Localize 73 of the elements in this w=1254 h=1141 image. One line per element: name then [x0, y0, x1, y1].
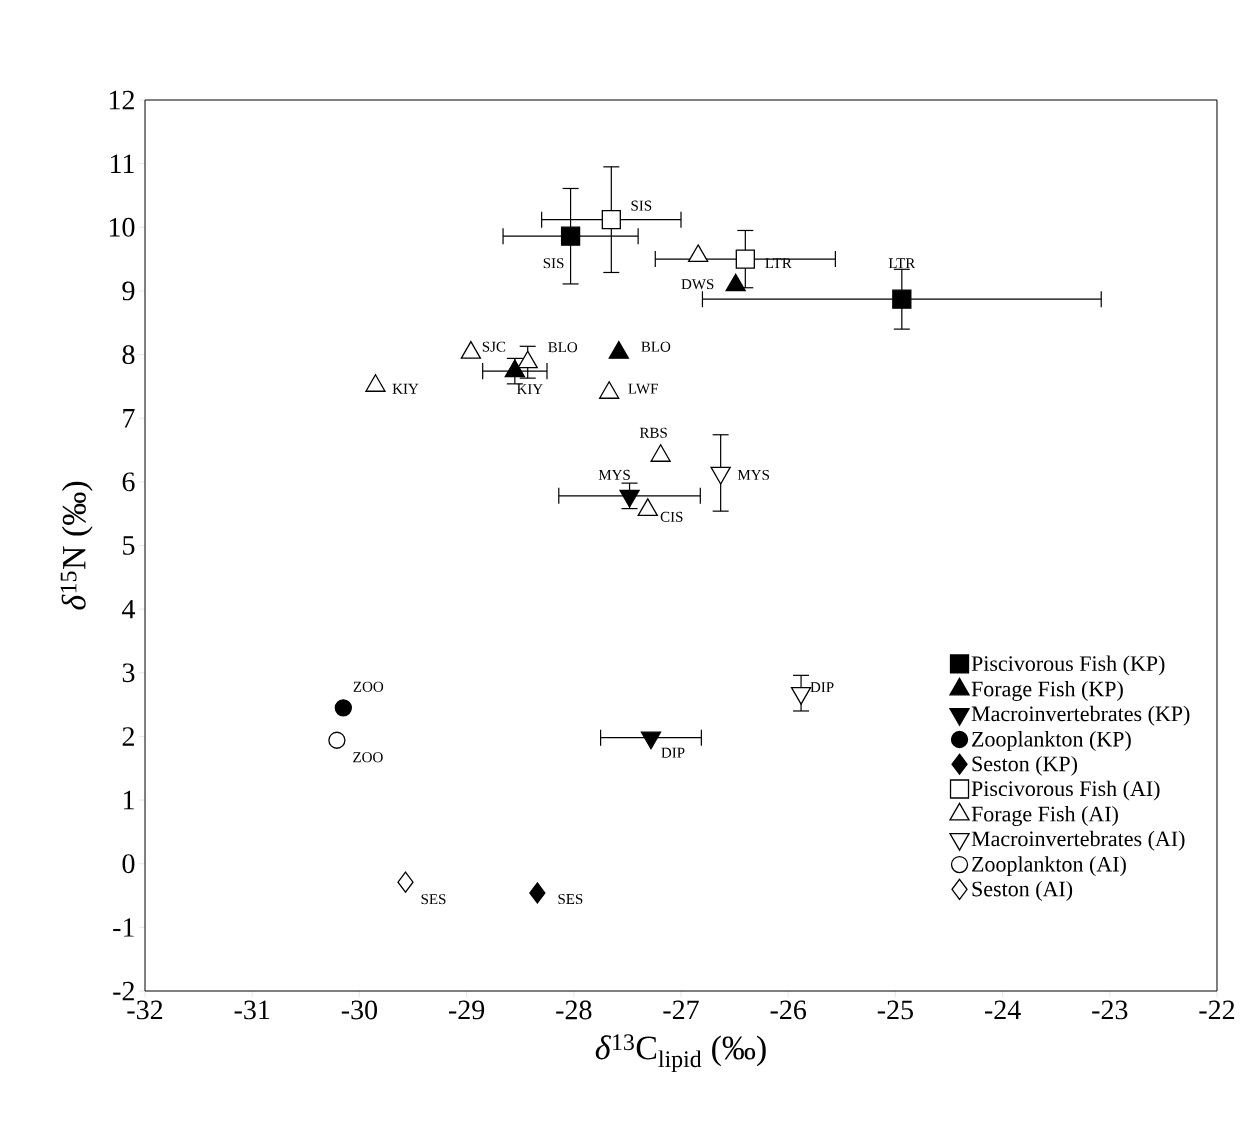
x-tick-label: -26 — [770, 1000, 807, 1020]
y-axis-title: δ$^{15}$N (‰) — [60, 481, 93, 610]
annotation: ZOO — [353, 681, 384, 692]
point — [637, 498, 658, 517]
annotation: CIS — [660, 511, 683, 522]
annotation: LTR — [888, 258, 916, 269]
x-tick-label: -31 — [234, 1000, 270, 1020]
annotation: SES — [558, 893, 583, 905]
point — [365, 374, 386, 392]
y-tick-label: 2 — [122, 727, 134, 746]
y-tick-label: 3 — [122, 663, 135, 683]
legend-label: Piscivorous Fish (AI) — [971, 780, 1160, 801]
annotation: ZOO — [353, 752, 383, 763]
legend-label: Zooplankton (AI) — [972, 856, 1126, 877]
legend-label: Forage Fish (KP) — [971, 680, 1123, 701]
annotation: RBS — [639, 427, 667, 438]
x-tick-label: -22 — [1199, 1000, 1235, 1020]
legend-label: Seston (AI) — [972, 880, 1073, 901]
y-tick-label: 11 — [110, 154, 134, 173]
annotation: DWS — [681, 279, 714, 290]
y-tick-label: 8 — [122, 345, 135, 365]
point — [687, 244, 709, 263]
annotation: DIP — [661, 747, 685, 758]
legend-label: Piscivorous Fish (KP) — [971, 655, 1165, 676]
x-tick-label: -24 — [984, 1000, 1021, 1020]
point — [504, 359, 526, 378]
annotation: LTR — [765, 258, 792, 269]
legend-label: Zooplankton (KP) — [972, 731, 1131, 752]
y-tick-label: 1 — [123, 790, 134, 810]
y-tick-label: 12 — [109, 90, 134, 110]
point — [725, 273, 746, 292]
y-tick-label: 5 — [123, 536, 135, 555]
x-tick-label: -25 — [877, 1000, 913, 1020]
y-tick-label: -2 — [113, 981, 134, 1001]
point — [599, 381, 620, 399]
annotation: KIY — [392, 383, 419, 394]
point — [397, 871, 414, 893]
y-tick-label: 9 — [122, 281, 135, 301]
y-tick-label: 7 — [123, 409, 135, 428]
point — [328, 731, 346, 749]
y-tick-label: 6 — [122, 472, 135, 492]
annotation: DIP — [810, 682, 834, 693]
point — [650, 444, 671, 462]
point — [529, 882, 546, 904]
annotation: KIY — [516, 384, 543, 395]
annotation: MYS — [737, 469, 769, 480]
point — [608, 341, 629, 359]
y-tick-label: -1 — [113, 918, 134, 937]
legend-label: Macroinvertebrates (AI) — [971, 830, 1185, 851]
annotation: SIS — [543, 258, 564, 269]
x-tick-label: -28 — [556, 1000, 592, 1020]
x-tick-label: -23 — [1092, 1000, 1128, 1020]
legend-label: Forage Fish (AI) — [971, 806, 1118, 827]
x-tick-label: -29 — [448, 1000, 485, 1020]
annotation: SIS — [631, 200, 652, 211]
annotation: BLO — [641, 341, 671, 352]
y-tick-label: 4 — [122, 599, 136, 619]
annotation: BLO — [548, 342, 578, 353]
point — [334, 699, 352, 717]
y-tick-label: 10 — [109, 217, 135, 237]
x-tick-label: -27 — [663, 1000, 699, 1020]
x-tick-label: -30 — [341, 1000, 377, 1020]
x-axis-title: δ$^{13}$C$_{lipid}$ (‰) — [595, 1034, 766, 1073]
legend-label: Macroinvertebrates (KP) — [971, 705, 1190, 726]
annotation: SES — [421, 894, 446, 905]
x-tick-label: -32 — [127, 1000, 163, 1020]
annotation: LWF — [628, 383, 658, 394]
annotation: SJC — [482, 341, 506, 352]
point — [517, 350, 538, 369]
y-tick-label: 0 — [122, 854, 135, 874]
legend-label: Seston (KP) — [972, 755, 1078, 776]
annotation: MYS — [598, 469, 630, 480]
point — [460, 341, 482, 359]
